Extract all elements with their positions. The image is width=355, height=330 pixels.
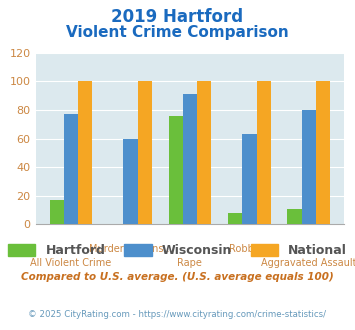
Text: 2019 Hartford: 2019 Hartford: [111, 8, 244, 26]
Bar: [138, 82, 152, 224]
Text: Violent Crime Comparison: Violent Crime Comparison: [66, 25, 289, 40]
Bar: [169, 116, 183, 224]
Text: Aggravated Assault: Aggravated Assault: [261, 258, 355, 268]
Bar: [228, 213, 242, 224]
Text: Compared to U.S. average. (U.S. average equals 100): Compared to U.S. average. (U.S. average …: [21, 272, 334, 282]
Bar: [302, 110, 316, 224]
Text: Rape: Rape: [178, 258, 202, 268]
Legend: Hartford, Wisconsin, National: Hartford, Wisconsin, National: [3, 239, 352, 262]
Text: All Violent Crime: All Violent Crime: [30, 258, 111, 268]
Bar: [64, 114, 78, 224]
Bar: [316, 82, 330, 224]
Text: Robbery: Robbery: [229, 244, 270, 254]
Bar: [242, 134, 257, 224]
Bar: [50, 200, 64, 224]
Text: © 2025 CityRating.com - https://www.cityrating.com/crime-statistics/: © 2025 CityRating.com - https://www.city…: [28, 310, 327, 319]
Bar: [197, 82, 211, 224]
Bar: [78, 82, 92, 224]
Bar: [183, 94, 197, 224]
Bar: [288, 209, 302, 224]
Bar: [123, 139, 138, 224]
Text: Murder & Mans...: Murder & Mans...: [89, 244, 172, 254]
Bar: [257, 82, 271, 224]
